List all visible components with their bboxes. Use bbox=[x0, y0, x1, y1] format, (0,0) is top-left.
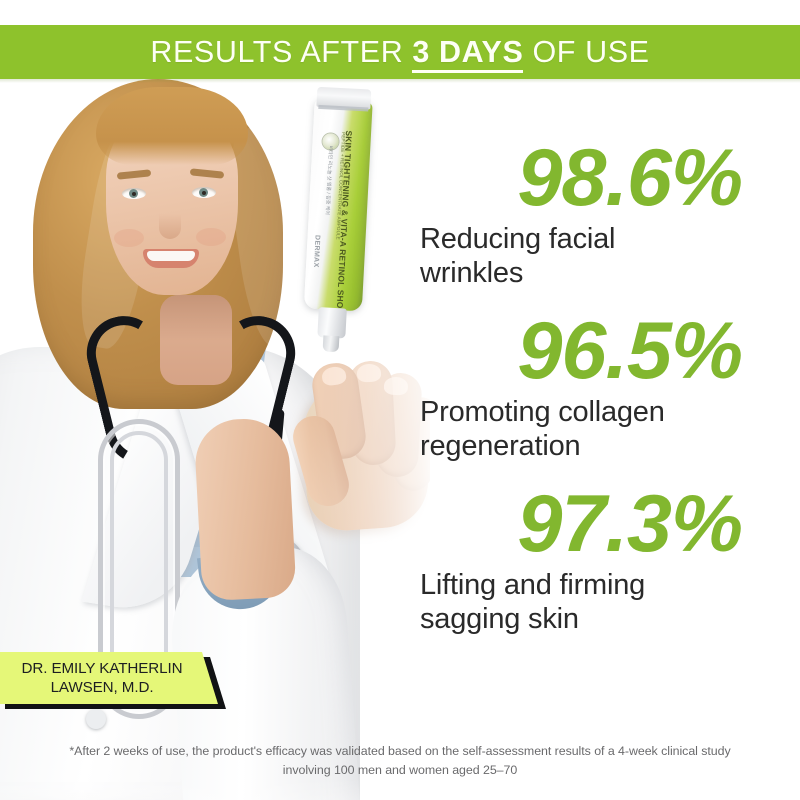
fingernail-ring bbox=[383, 376, 409, 396]
stat-label-line: regeneration bbox=[420, 429, 581, 462]
forearm bbox=[193, 416, 297, 602]
stethoscope-clip bbox=[86, 709, 106, 729]
stat-item: 98.6% Reducing facial wrinkles bbox=[420, 133, 790, 290]
cheek-right bbox=[196, 228, 226, 246]
nose bbox=[159, 197, 181, 239]
stat-value: 98.6% bbox=[517, 133, 743, 223]
stat-value: 97.3% bbox=[517, 479, 743, 570]
neck-shadow bbox=[160, 295, 232, 341]
disclaimer-line-2: involving 100 men and women aged 25–70 bbox=[282, 762, 518, 777]
stat-label: Lifting and firming sagging skin bbox=[420, 569, 790, 636]
tube-nozzle bbox=[317, 307, 347, 339]
banner-title: RESULTS AFTER 3 DAYS OF USE bbox=[150, 34, 650, 73]
stat-label-line: Lifting and firming bbox=[420, 569, 646, 602]
banner-title-accent: 3 DAYS bbox=[412, 34, 524, 73]
eye-left bbox=[122, 188, 146, 199]
doctor-nametag: DR. EMILY KATHERLIN LAWSEN, M.D. bbox=[0, 652, 226, 709]
stat-label-line: Promoting collagen bbox=[420, 396, 665, 429]
iris-right bbox=[199, 188, 208, 197]
banner-title-prefix: RESULTS AFTER bbox=[150, 34, 413, 69]
fingernail-middle bbox=[356, 363, 382, 383]
iris-left bbox=[129, 189, 138, 198]
cheek-left bbox=[114, 229, 144, 247]
banner-title-suffix: OF USE bbox=[523, 34, 650, 69]
hair-fringe bbox=[96, 87, 248, 165]
stat-label-line: Reducing facial bbox=[420, 222, 616, 255]
doctor-name-line-2: LAWSEN, M.D. bbox=[50, 679, 154, 696]
nametag-body: DR. EMILY KATHERLIN LAWSEN, M.D. bbox=[0, 652, 218, 704]
teeth bbox=[147, 251, 195, 261]
stat-value: 96.5% bbox=[517, 306, 743, 397]
results-banner: RESULTS AFTER 3 DAYS OF USE bbox=[0, 25, 800, 79]
tube-nozzle-tip bbox=[322, 335, 340, 353]
eye-right bbox=[192, 187, 216, 198]
stat-label-line: sagging skin bbox=[420, 602, 579, 635]
stat-item: 96.5% Promoting collagen regeneration bbox=[420, 306, 790, 463]
stat-label: Promoting collagen regeneration bbox=[420, 396, 790, 463]
stat-label-line: wrinkles bbox=[420, 256, 524, 289]
stat-label: Reducing facial wrinkles bbox=[420, 223, 790, 290]
statistics-list: 98.6% Reducing facial wrinkles 96.5% Pro… bbox=[420, 133, 790, 660]
stat-item: 97.3% Lifting and firming sagging skin bbox=[420, 479, 790, 636]
doctor-name-line-1: DR. EMILY KATHERLIN bbox=[21, 659, 183, 677]
mouth bbox=[143, 249, 199, 268]
disclaimer-line-1: *After 2 weeks of use, the product's eff… bbox=[69, 744, 731, 758]
disclaimer: *After 2 weeks of use, the product's eff… bbox=[0, 742, 800, 779]
banner-shadow bbox=[0, 79, 800, 83]
